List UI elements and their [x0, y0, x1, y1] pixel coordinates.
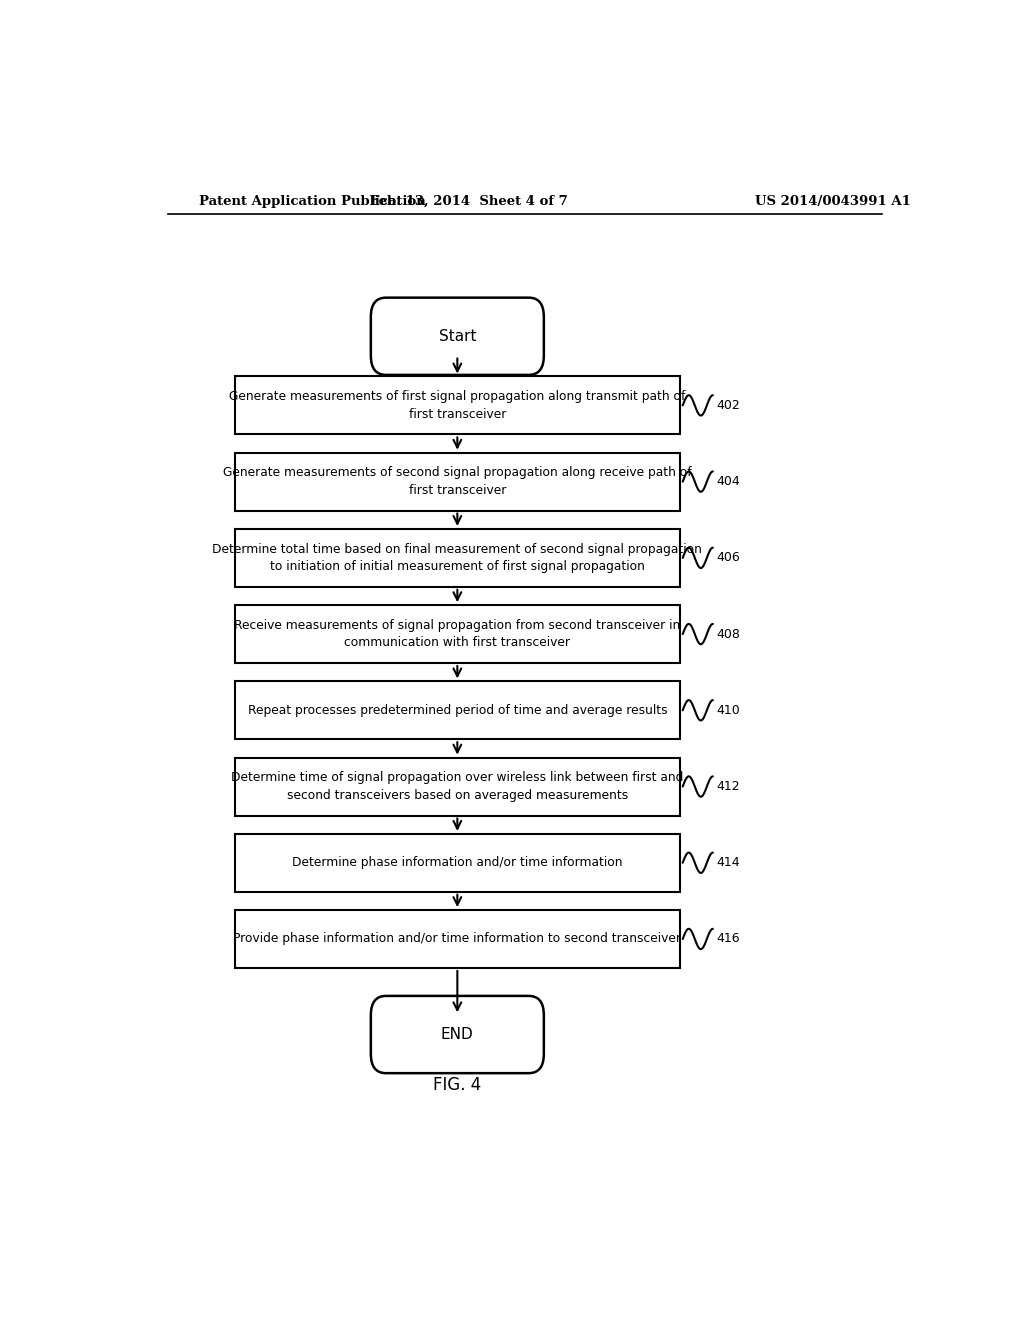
Text: 408: 408	[716, 627, 740, 640]
Text: FIG. 4: FIG. 4	[433, 1076, 481, 1094]
FancyBboxPatch shape	[236, 909, 680, 968]
Text: 416: 416	[716, 932, 739, 945]
Text: Provide phase information and/or time information to second transceiver: Provide phase information and/or time in…	[233, 932, 681, 945]
FancyBboxPatch shape	[236, 529, 680, 587]
Text: Determine time of signal propagation over wireless link between first and: Determine time of signal propagation ove…	[231, 771, 684, 784]
Text: Receive measurements of signal propagation from second transceiver in: Receive measurements of signal propagati…	[234, 619, 681, 632]
Text: Patent Application Publication: Patent Application Publication	[200, 194, 426, 207]
Text: first transceiver: first transceiver	[409, 408, 506, 421]
Text: 406: 406	[716, 552, 739, 565]
Text: END: END	[441, 1027, 474, 1041]
Text: Generate measurements of second signal propagation along receive path of: Generate measurements of second signal p…	[223, 466, 691, 479]
FancyBboxPatch shape	[371, 297, 544, 375]
Text: second transceivers based on averaged measurements: second transceivers based on averaged me…	[287, 788, 628, 801]
Text: first transceiver: first transceiver	[409, 483, 506, 496]
Text: 414: 414	[716, 857, 739, 870]
Text: Start: Start	[438, 329, 476, 343]
FancyBboxPatch shape	[236, 834, 680, 892]
FancyBboxPatch shape	[371, 995, 544, 1073]
FancyBboxPatch shape	[236, 376, 680, 434]
Text: US 2014/0043991 A1: US 2014/0043991 A1	[755, 194, 910, 207]
FancyBboxPatch shape	[236, 758, 680, 816]
FancyBboxPatch shape	[236, 605, 680, 663]
Text: communication with first transceiver: communication with first transceiver	[344, 636, 570, 649]
Text: 410: 410	[716, 704, 739, 717]
FancyBboxPatch shape	[236, 453, 680, 511]
Text: 404: 404	[716, 475, 739, 488]
Text: 412: 412	[716, 780, 739, 793]
Text: 402: 402	[716, 399, 739, 412]
Text: Repeat processes predetermined period of time and average results: Repeat processes predetermined period of…	[248, 704, 668, 717]
Text: Feb. 13, 2014  Sheet 4 of 7: Feb. 13, 2014 Sheet 4 of 7	[371, 194, 568, 207]
FancyBboxPatch shape	[236, 681, 680, 739]
Text: Determine phase information and/or time information: Determine phase information and/or time …	[292, 857, 623, 870]
Text: Determine total time based on final measurement of second signal propagation: Determine total time based on final meas…	[212, 543, 702, 556]
Text: to initiation of initial measurement of first signal propagation: to initiation of initial measurement of …	[270, 560, 645, 573]
Text: Generate measurements of first signal propagation along transmit path of: Generate measurements of first signal pr…	[229, 391, 685, 403]
